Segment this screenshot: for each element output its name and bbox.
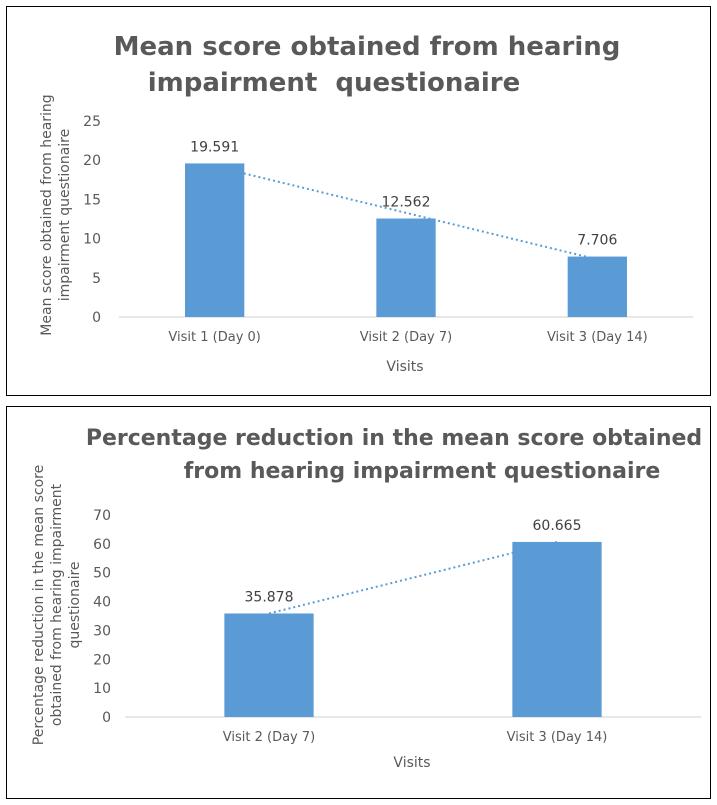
x-tick-labels: Visit 1 (Day 0) Visit 2 (Day 7) Visit 3 (D… [168,330,647,345]
data-label: 35.878 [245,589,294,605]
y-tick-label: 40 [93,595,111,611]
y-tick-label: 5 [92,271,101,287]
y-axis-label-line-2: obtained from hearing impairment [49,483,65,726]
y-tick-label: 25 [83,114,101,130]
y-tick-label: 50 [93,566,111,582]
data-label: 12.562 [382,195,431,211]
bars [185,163,627,317]
percentage-reduction-chart: Percentage reduction in the mean score o… [31,426,702,771]
y-tick-labels: 0 5 10 15 20 25 [83,114,101,326]
data-label: 7.706 [577,233,617,249]
x-axis-label: Visits [393,755,430,771]
x-tick-label: Visit 3 (Day 14) [547,330,648,345]
bar [512,541,602,717]
trend-line [214,165,598,261]
y-axis-label-line-3: questionaire [67,561,83,648]
trendline [214,165,598,261]
y-tick-label: 0 [92,310,101,326]
y-axis-label-line-1: Mean score obtained from hearing [39,94,55,335]
y-tick-label: 10 [93,681,111,697]
x-tick-label: Visit 2 (Day 7) [223,730,315,745]
bar [567,256,627,317]
y-tick-label: 15 [83,192,101,208]
y-axis-label-line-1: Percentage reduction in the mean score [31,465,47,745]
data-labels: 19.591 12.562 7.706 [190,139,617,248]
bar [224,613,314,717]
y-tick-label: 20 [93,652,111,668]
y-axis-label: Mean score obtained from hearing impairm… [39,94,73,335]
y-tick-label: 60 [93,537,111,553]
data-label: 19.591 [190,139,239,155]
y-axis-label-line-2: impairment questionaire [57,129,73,301]
x-tick-labels: Visit 2 (Day 7) Visit 3 (Day 14) [223,730,608,745]
x-tick-label: Visit 1 (Day 0) [168,330,260,345]
data-label: 60.665 [533,518,582,534]
chart-title-line-2: impairment questionaire [148,68,521,98]
data-labels: 35.878 60.665 [245,518,582,606]
y-tick-label: 10 [83,232,101,248]
y-tick-label: 30 [93,623,111,639]
y-tick-label: 0 [102,710,111,726]
y-tick-labels: 0 10 20 30 40 50 60 70 [93,508,111,726]
x-tick-label: Visit 2 (Day 7) [360,330,452,345]
y-axis-label: Percentage reduction in the mean score o… [31,465,83,745]
chart-panel-mean-score: Mean score obtained from hearing impairm… [6,6,711,396]
chart-title-line-1: Mean score obtained from hearing [114,32,621,62]
y-tick-label: 20 [83,153,101,169]
chart-panel-percentage-reduction: Percentage reduction in the mean score o… [6,406,711,799]
bars [224,541,602,717]
mean-score-chart: Mean score obtained from hearing impairm… [39,32,693,375]
x-axis-label: Visits [386,359,423,375]
chart-title-line-1: Percentage reduction in the mean score o… [86,426,702,451]
chart-title-line-2: from hearing impairment questionaire [184,459,661,484]
x-tick-label: Visit 3 (Day 14) [507,730,608,745]
bar [185,163,245,317]
y-tick-label: 70 [93,508,111,524]
bar [376,218,436,317]
